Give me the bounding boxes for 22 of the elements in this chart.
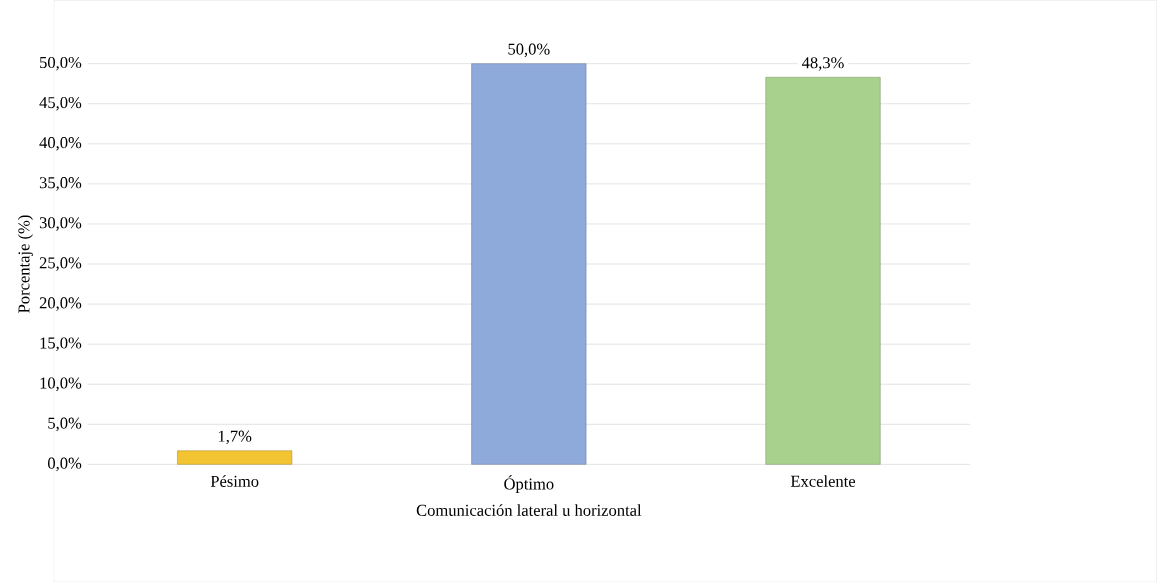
x-tick-label: Óptimo — [504, 475, 554, 493]
x-tick-label: Excelente — [790, 475, 856, 487]
bar — [765, 76, 881, 465]
data-label: 1,7% — [218, 430, 252, 444]
y-tick-label: 20,0% — [39, 297, 82, 311]
y-tick-label: 40,0% — [39, 136, 82, 151]
data-label: 48,3% — [801, 56, 844, 71]
y-tick-label: 0,0% — [48, 457, 82, 471]
y-tick-label: 5,0% — [48, 417, 82, 431]
y-tick-label: 35,0% — [39, 176, 82, 191]
data-label: 50,0% — [508, 43, 550, 57]
bar — [471, 63, 587, 465]
y-tick-label: 50,0% — [40, 56, 82, 71]
y-tick-label: 30,0% — [39, 216, 82, 231]
y-tick-label: 10,0% — [40, 377, 82, 391]
y-tick-label: 15,0% — [40, 337, 82, 351]
y-axis-title: Porcentaje (%) — [17, 215, 33, 313]
x-axis-title: Comunicación lateral u horizontal — [416, 504, 642, 516]
x-tick-label: Pésimo — [210, 475, 259, 487]
y-tick-label: 45,0% — [39, 96, 82, 111]
bar — [177, 450, 293, 465]
y-tick-label: 25,0% — [39, 257, 82, 271]
